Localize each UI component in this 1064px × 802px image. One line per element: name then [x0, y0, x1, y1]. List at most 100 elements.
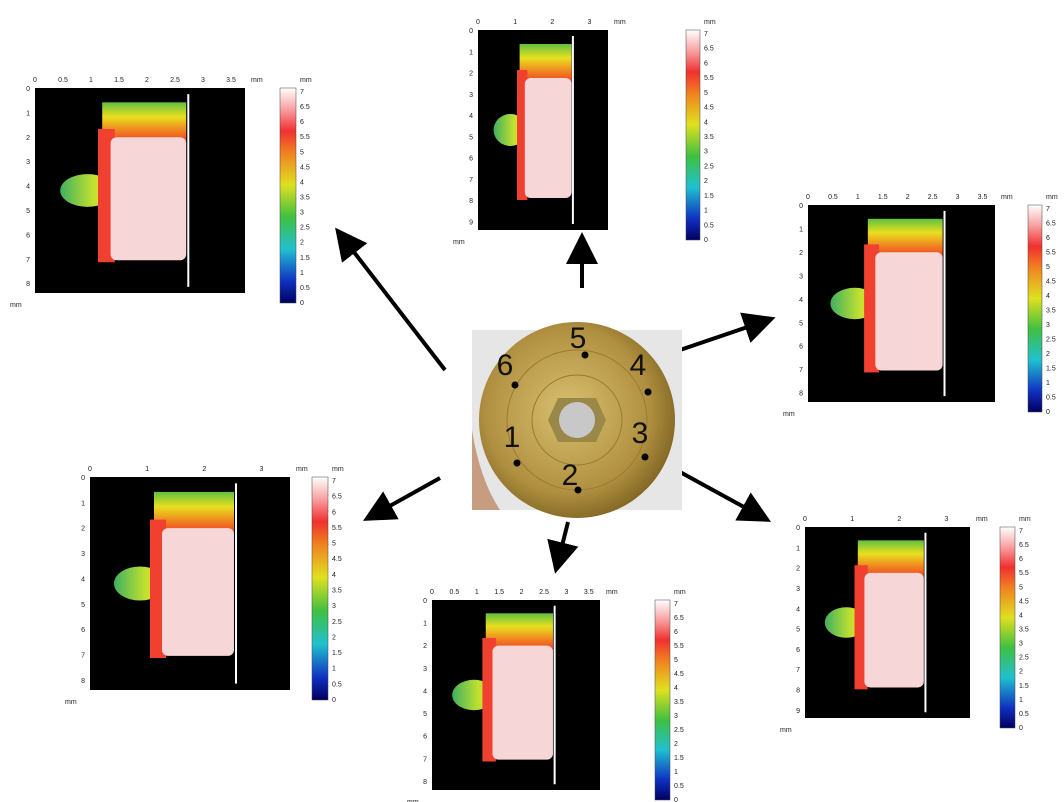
y-tick-label: 7	[81, 653, 85, 660]
y-tick-label: 8	[469, 198, 473, 205]
x-tick-label: 3	[564, 589, 568, 596]
x-tick-label: 3	[587, 19, 591, 26]
colorbar-tick-label: 5.5	[300, 134, 310, 141]
x-tick-label: 1.5	[114, 77, 124, 84]
colorbar-tick-label: 0.5	[332, 681, 342, 688]
colorbar-tick-label: 4	[704, 119, 708, 126]
colorbar	[1028, 205, 1042, 412]
point-label: 3	[632, 417, 649, 450]
colorbar-tick-label: 2	[674, 741, 678, 748]
colorbar-tick-label: 2.5	[332, 619, 342, 626]
colorbar-tick-label: 2.5	[704, 163, 714, 170]
y-tick-label: 8	[81, 678, 85, 685]
colorbar-tick-label: 3.5	[674, 699, 684, 706]
x-unit: mm	[976, 516, 988, 523]
y-tick-label: 1	[469, 49, 473, 56]
colorbar-tick-label: 2.5	[1046, 337, 1056, 344]
point-label: 1	[504, 421, 521, 454]
y-unit: mm	[65, 699, 77, 706]
colorbar-tick-label: 3	[332, 603, 336, 610]
point-label: 4	[630, 349, 647, 382]
colorbar-tick-label: 3.5	[300, 195, 310, 202]
colorbar	[1000, 527, 1015, 728]
y-tick-label: 3	[469, 92, 473, 99]
colorbar-tick-label: 0.5	[1046, 395, 1056, 402]
colorbar-tick-label: 0	[1019, 725, 1023, 732]
y-tick-label: 4	[799, 297, 803, 304]
colorbar-tick-label: 4	[1046, 293, 1050, 300]
colorbar-tick-label: 6	[1019, 556, 1023, 563]
y-tick-label: 2	[81, 526, 85, 533]
x-tick-label: 3	[944, 516, 948, 523]
colorbar-tick-label: 1.5	[1046, 366, 1056, 373]
colorbar-tick-label: 1	[332, 666, 336, 673]
sample-photo: 1 2 3 4 5 6	[472, 322, 682, 518]
x-tick-label: 1	[89, 77, 93, 84]
x-tick-label: 0	[806, 194, 810, 201]
y-tick-label: 2	[26, 135, 30, 142]
colorbar-tick-label: 2	[332, 634, 336, 641]
colorbar-tick-label: 1.5	[1019, 683, 1029, 690]
plateau	[864, 573, 923, 688]
y-tick-label: 8	[26, 281, 30, 288]
colorbar-tick-label: 3.5	[332, 588, 342, 595]
y-tick-label: 3	[81, 551, 85, 558]
colorbar-tick-label: 4.5	[674, 671, 684, 678]
x-unit: mm	[606, 589, 618, 596]
colorbar-tick-label: 6.5	[300, 104, 310, 111]
colorbar-tick-label: 1.5	[300, 255, 310, 262]
y-tick-label: 5	[423, 711, 427, 718]
point-label: 6	[497, 349, 514, 382]
y-tick-label: 0	[26, 86, 30, 93]
colorbar-tick-label: 5.5	[332, 525, 342, 532]
y-tick-label: 9	[796, 708, 800, 715]
y-tick-label: 3	[799, 273, 803, 280]
colorbar-tick-label: 6	[300, 119, 304, 126]
colorbar-tick-label: 1	[674, 769, 678, 776]
colorbar-tick-label: 6.5	[704, 46, 714, 53]
colorbar-tick-label: 1.5	[704, 193, 714, 200]
colorbar-tick-label: 7	[300, 89, 304, 96]
x-tick-label: 0.5	[58, 77, 68, 84]
colorbar-tick-label: 4.5	[704, 105, 714, 112]
x-unit: mm	[296, 466, 308, 473]
colorbar-tick-label: 6	[332, 509, 336, 516]
x-tick-label: 2.5	[170, 77, 180, 84]
y-tick-label: 2	[423, 643, 427, 650]
colorbar-tick-label: 7	[332, 478, 336, 485]
colorbar-tick-label: 6.5	[1019, 542, 1029, 549]
y-tick-label: 5	[26, 208, 30, 215]
colorbar-tick-label: 1	[704, 208, 708, 215]
measure-point	[645, 389, 652, 396]
y-tick-label: 5	[81, 602, 85, 609]
point-label: 2	[562, 459, 579, 492]
colorbar-unit: mm	[1046, 194, 1058, 201]
colorbar-tick-label: 3	[300, 210, 304, 217]
x-tick-label: 3.5	[978, 194, 988, 201]
colorbar-tick-label: 0.5	[300, 285, 310, 292]
point-label: 5	[570, 322, 587, 355]
x-unit: mm	[614, 19, 626, 26]
x-tick-label: 1	[475, 589, 479, 596]
page: 123456 00.511.522.533.5mm012345678mmmm00…	[0, 0, 1064, 802]
colorbar-tick-label: 0	[300, 300, 304, 307]
x-tick-label: 1	[513, 19, 517, 26]
colorbar-tick-label: 5.5	[704, 75, 714, 82]
x-tick-label: 0	[33, 77, 37, 84]
colorbar-tick-label: 2	[1046, 351, 1050, 358]
colorbar	[312, 477, 328, 700]
colorbar-tick-label: 7	[1046, 206, 1050, 213]
plateau	[111, 137, 187, 260]
y-tick-label: 0	[799, 203, 803, 210]
y-tick-label: 0	[81, 475, 85, 482]
x-tick-label: 2	[520, 589, 524, 596]
y-tick-label: 6	[469, 156, 473, 163]
colorbar-unit: mm	[1019, 516, 1031, 523]
colorbar-unit: mm	[704, 19, 716, 26]
y-tick-label: 5	[799, 320, 803, 327]
x-tick-label: 2	[145, 77, 149, 84]
plateau	[875, 252, 942, 370]
colorbar-unit: mm	[332, 466, 344, 473]
